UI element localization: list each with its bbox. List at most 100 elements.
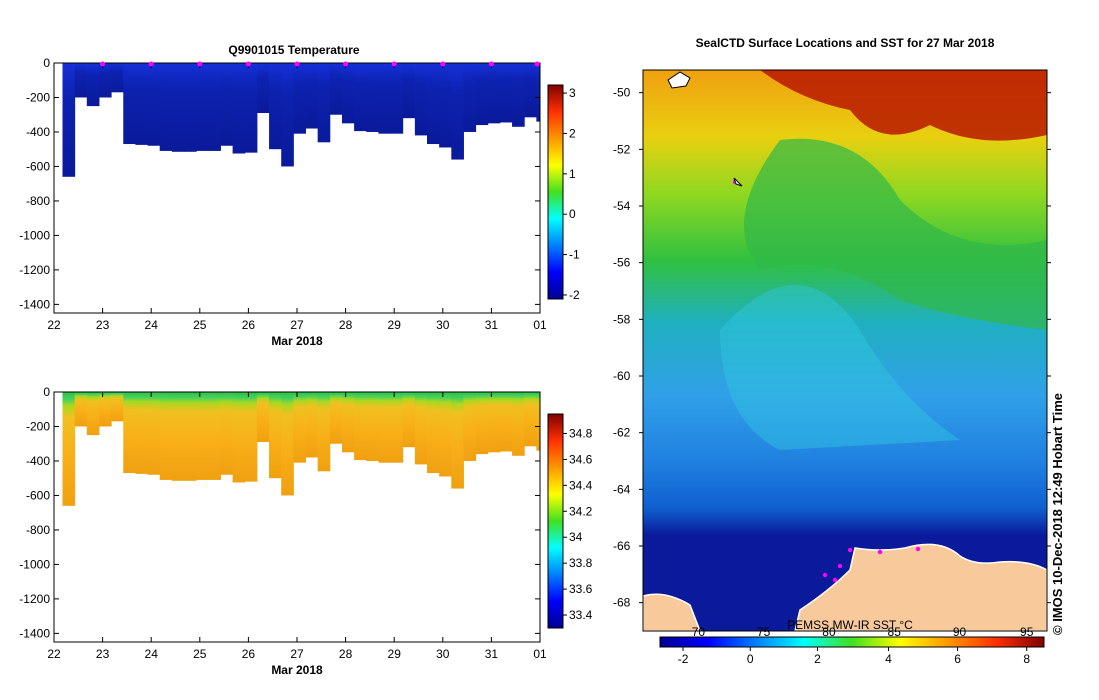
profile-column [524, 63, 537, 118]
surface-marker [197, 61, 203, 67]
x-tick-label: 27 [290, 647, 304, 661]
surface-marker [245, 61, 251, 67]
x-tick-label: 24 [145, 318, 159, 332]
profile-column [499, 392, 513, 452]
profile-column [427, 63, 440, 145]
profile-column [74, 63, 88, 98]
x-tick-label: 26 [242, 318, 256, 332]
colorbar-tick-label: 34.2 [569, 504, 593, 518]
y-tick-label: -400 [26, 125, 50, 139]
profile-column [414, 63, 428, 136]
lat-tick-label: -62 [613, 426, 631, 440]
profile-column [439, 63, 452, 148]
seal-location [837, 563, 843, 569]
profile-column [427, 392, 440, 474]
profile-column [390, 63, 404, 134]
cool-water-region [720, 285, 960, 450]
lat-tick-label: -68 [613, 596, 631, 610]
profile-column [232, 63, 246, 154]
lat-tick-label: -52 [613, 142, 631, 156]
profile-column [123, 392, 136, 474]
profile-column [487, 63, 501, 124]
profile-column [256, 392, 270, 442]
profile-column [62, 392, 76, 506]
profile-column [86, 392, 100, 436]
colorbar-tick-label: 3 [569, 86, 576, 100]
seal-location [832, 577, 838, 583]
colorbar-tick-label: 34.6 [569, 452, 593, 466]
profile-column [111, 63, 124, 93]
profile-column [184, 392, 197, 481]
profile-column [463, 392, 477, 461]
colorbar-tick-label: 33.6 [569, 582, 593, 596]
profile-column [512, 63, 525, 127]
y-tick-label: -1200 [19, 592, 50, 606]
profile-column [232, 392, 246, 483]
temperature-colorbar: 3 2 1 0 -1 -2 [547, 84, 580, 302]
sst-overlay-tick-label: 90 [953, 625, 967, 639]
y-tick-label: 0 [43, 56, 50, 70]
sst-colorbar-tick-label: 0 [747, 652, 754, 666]
surface-marker [534, 61, 540, 67]
lat-tick-label: -58 [613, 312, 631, 326]
sst-overlay-tick-label: 85 [888, 625, 902, 639]
x-axis-label: Mar 2018 [271, 663, 323, 677]
profile-column [512, 392, 525, 456]
sst-colorbar-ramp [659, 636, 1045, 648]
profile-column [390, 392, 404, 463]
x-tick-label: 01 [533, 318, 547, 332]
y-tick-label: -1400 [19, 297, 50, 311]
temperature-plot: 0 -200 -400 -600 -800 -1000 -1200 -1400 22 23 24 25… [19, 56, 547, 348]
lat-tick-label: -50 [613, 86, 631, 100]
sst-overlay-tick-label: 80 [822, 625, 836, 639]
profile-column [366, 392, 379, 461]
x-tick-label: 29 [388, 647, 402, 661]
profile-column [184, 63, 197, 152]
profile-column [159, 392, 173, 480]
profile-column [196, 63, 209, 151]
profile-column [111, 392, 124, 422]
profile-column [329, 63, 343, 115]
y-tick-label: -200 [26, 419, 50, 433]
profile-column [196, 392, 209, 480]
y-tick-label: -800 [26, 194, 50, 208]
sst-caption: PEMSS MW-IR SST °C [787, 618, 913, 632]
y-tick-label: -1000 [19, 557, 50, 571]
profile-column [536, 63, 541, 122]
sst-map: -50 -52 -54 -56 -58 -60 -62 -64 -66 -68 [613, 69, 1051, 632]
x-tick-label: 25 [193, 318, 207, 332]
profile-column [305, 63, 319, 129]
colorbar-tick-label: 0 [569, 207, 576, 221]
y-tick-label: 0 [43, 385, 50, 399]
profile-column [135, 63, 149, 145]
y-tick-label: -600 [26, 159, 50, 173]
profile-column [135, 392, 149, 474]
seal-location [822, 572, 828, 578]
profile-column [62, 63, 76, 177]
seal-location [847, 547, 853, 553]
salinity-plot: 0 -200 -400 -600 -800 -1000 -1200 -1400 22 23 24 25… [19, 385, 547, 677]
y-tick-label: -600 [26, 488, 50, 502]
sst-overlay-tick-label: 75 [757, 625, 771, 639]
profile-column [463, 63, 477, 132]
x-tick-label: 23 [96, 647, 110, 661]
profile-column [269, 392, 282, 479]
profile-column [451, 392, 464, 489]
y-tick-label: -800 [26, 523, 50, 537]
colorbar-tick-label: 2 [569, 126, 576, 140]
x-tick-label: 25 [193, 647, 207, 661]
profile-column [171, 392, 185, 481]
y-tick-label: -1400 [19, 626, 50, 640]
profile-column [281, 63, 294, 167]
profile-column [147, 63, 161, 146]
surface-marker [100, 61, 106, 67]
colorbar-tick-label: 33.4 [569, 608, 593, 622]
x-tick-label: 22 [47, 318, 61, 332]
sst-colorbar-tick-label: -2 [678, 652, 689, 666]
x-tick-label: 29 [388, 318, 402, 332]
surface-marker [343, 61, 349, 67]
profile-column [74, 392, 88, 427]
x-tick-label: 28 [339, 647, 353, 661]
colorbar-tick-label: 34.4 [569, 478, 593, 492]
profile-column [220, 392, 234, 475]
